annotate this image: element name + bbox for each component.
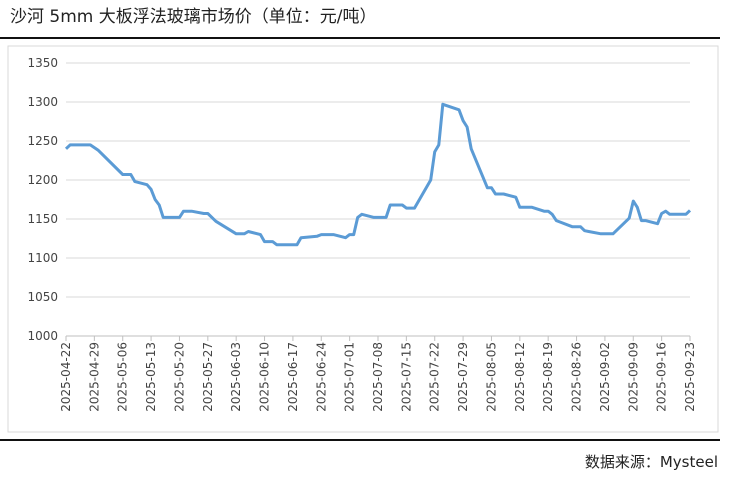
x-tick-label: 2025-09-09 — [626, 342, 640, 412]
y-tick-label: 1250 — [27, 134, 58, 148]
x-tick-label: 2025-04-22 — [59, 342, 73, 412]
x-tick-label: 2025-05-06 — [116, 342, 130, 412]
data-line — [64, 102, 692, 247]
x-tick-label: 2025-09-16 — [655, 342, 669, 412]
x-tick-label: 2025-08-12 — [513, 342, 527, 412]
x-tick-label: 2025-05-20 — [172, 342, 186, 412]
x-tick-label: 2025-08-26 — [570, 342, 584, 412]
x-tick-label: 2025-08-05 — [484, 342, 498, 412]
y-tick-label: 1350 — [27, 56, 58, 70]
y-tick-label: 1050 — [27, 290, 58, 304]
x-tick-label: 2025-06-10 — [258, 342, 272, 412]
source-note: 数据来源：Mysteel — [585, 453, 718, 471]
y-tick-label: 1000 — [27, 329, 58, 343]
x-tick-label: 2025-06-03 — [229, 342, 243, 412]
y-tick-label: 1150 — [27, 212, 58, 226]
y-tick-label: 1200 — [27, 173, 58, 187]
y-tick-label: 1100 — [27, 251, 58, 265]
x-tick-label: 2025-07-22 — [428, 342, 442, 412]
x-tick-label: 2025-09-02 — [598, 342, 612, 412]
x-tick-label: 2025-08-19 — [541, 342, 555, 412]
x-tick-label: 2025-07-15 — [399, 342, 413, 412]
x-tick-label: 2025-04-29 — [87, 342, 101, 412]
chart-frame — [7, 45, 719, 433]
x-tick-label: 2025-07-01 — [343, 342, 357, 412]
x-tick-label: 2025-09-23 — [683, 342, 697, 412]
x-tick-label: 2025-05-27 — [201, 342, 215, 412]
x-tick-label: 2025-06-24 — [314, 342, 328, 412]
chart-title: 沙河 5mm 大板浮法玻璃市场价（单位：元/吨） — [10, 7, 376, 27]
x-tick-label: 2025-05-13 — [144, 342, 158, 412]
y-tick-label: 1300 — [27, 95, 58, 109]
x-tick-label: 2025-06-17 — [286, 342, 300, 412]
x-tick-label: 2025-07-08 — [371, 342, 385, 412]
x-tick-label: 2025-07-29 — [456, 342, 470, 412]
